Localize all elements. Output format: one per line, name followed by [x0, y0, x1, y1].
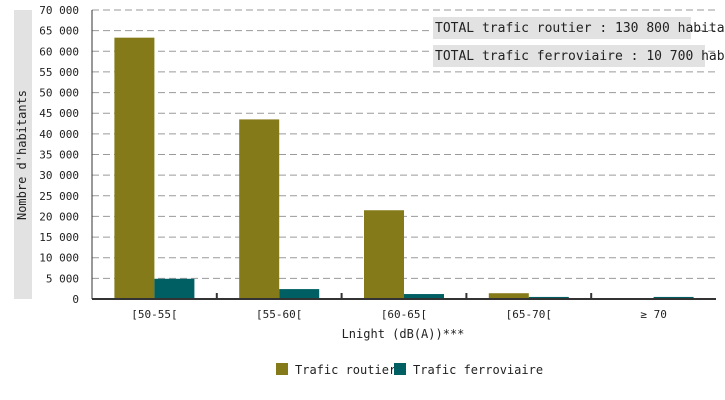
bar — [364, 210, 404, 299]
y-tick-label: 25 000 — [39, 190, 79, 203]
legend-swatch — [276, 363, 288, 375]
y-axis-label: Nombre d'habitants — [15, 90, 29, 220]
y-tick-label: 50 000 — [39, 87, 79, 100]
y-tick-label: 15 000 — [39, 231, 79, 244]
bar — [239, 119, 280, 300]
y-tick-label: 0 — [72, 293, 79, 306]
y-tick-label: 5 000 — [46, 272, 79, 285]
bar — [488, 293, 529, 299]
y-tick-labels: 0 5 000 10 000 15 000 20 000 25 000 30 000 35 0… — [39, 4, 79, 306]
ylabel-band — [14, 10, 32, 299]
bar — [114, 37, 155, 299]
bar — [404, 294, 444, 299]
y-tick-label: 65 000 — [39, 25, 79, 38]
y-tick-label: 45 000 — [39, 107, 79, 120]
legend-swatch — [394, 363, 406, 375]
x-tick-label: [55-60[ — [256, 308, 302, 321]
y-tick-label: 40 000 — [39, 128, 79, 141]
total-routier-text: TOTAL trafic routier : 130 800 habitants — [435, 21, 725, 36]
y-tick-label: 10 000 — [39, 252, 79, 265]
bar — [279, 289, 320, 299]
bar — [653, 296, 694, 299]
total-ferroviaire-text: TOTAL trafic ferroviaire : 10 700 habita… — [435, 49, 725, 64]
x-tick-label: [50-55[ — [131, 308, 177, 321]
x-tick-label: ≥ 70 — [640, 308, 667, 321]
x-axis-label: Lnight (dB(A))*** — [342, 327, 465, 341]
y-tick-label: 55 000 — [39, 66, 79, 79]
bar — [528, 296, 569, 299]
y-tick-label: 30 000 — [39, 169, 79, 182]
total-routier-annotation: TOTAL trafic routier : 130 800 habitants — [433, 17, 725, 39]
legend: Trafic routier Trafic ferroviaire — [276, 363, 543, 377]
y-tick-label: 70 000 — [39, 4, 79, 17]
x-tick-labels: [50-55[ [55-60[ [60-65[ [65-70[ ≥ 70 — [131, 293, 667, 321]
x-tick-label: [60-65[ — [381, 308, 427, 321]
y-tick-label: 20 000 — [39, 210, 79, 223]
x-tick-label: [65-70[ — [506, 308, 552, 321]
y-tick-label: 35 000 — [39, 149, 79, 162]
bar — [154, 278, 195, 299]
legend-label: Trafic routier — [295, 363, 396, 377]
y-tick-label: 60 000 — [39, 45, 79, 58]
bars — [114, 37, 694, 300]
legend-label: Trafic ferroviaire — [413, 363, 543, 377]
total-ferroviaire-annotation: TOTAL trafic ferroviaire : 10 700 habita… — [433, 45, 725, 67]
